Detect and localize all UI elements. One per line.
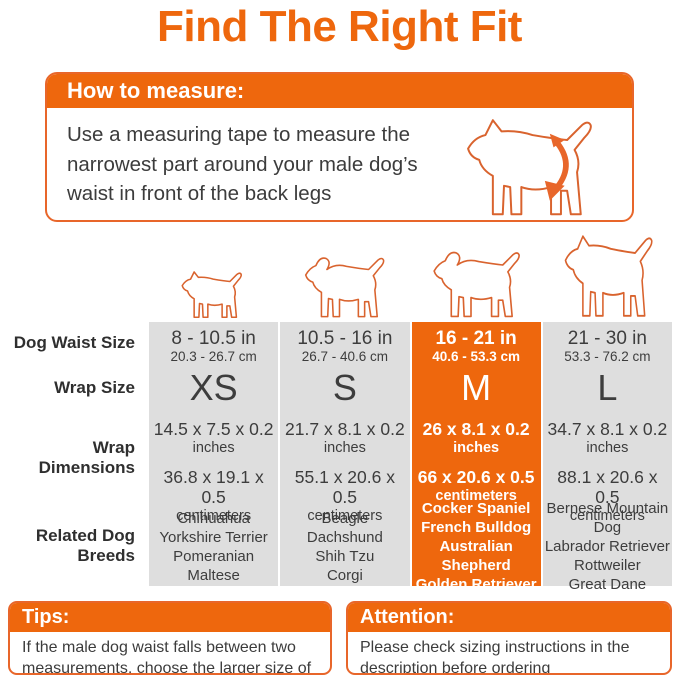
wrap-dimensions-inches-cell: 21.7 x 8.1 x 0.2 inches — [285, 419, 405, 456]
waist-size-cell: 21 - 30 in 53.3 - 76.2 cm — [564, 328, 651, 364]
table-row-labels: Dog Waist Size Wrap Size Wrap Dimensions… — [0, 322, 147, 586]
size-column-l: 21 - 30 in 53.3 - 76.2 cm L 34.7 x 8.1 x… — [542, 322, 672, 593]
tips-header: Tips: — [10, 603, 330, 632]
how-to-measure-body: Use a measuring tape to measure the narr… — [47, 108, 632, 220]
wrap-size-cell: M — [461, 366, 492, 408]
wrap-size-cell: L — [597, 366, 618, 408]
how-to-measure-box: How to measure: Use a measuring tape to … — [45, 72, 634, 222]
waist-size-cell: 16 - 21 in 40.6 - 53.3 cm — [432, 328, 521, 364]
row-label-wrap-size: Wrap Size — [54, 377, 135, 397]
waist-size-cell: 8 - 10.5 in 20.3 - 26.7 cm — [170, 328, 257, 364]
how-to-measure-text: Use a measuring tape to measure the narr… — [67, 123, 418, 206]
wrap-dimensions-centimeters-cell: 66 x 20.6 x 0.5 centimeters — [417, 467, 535, 504]
wrap-dimensions-centimeters-cell: 55.1 x 20.6 x 0.5 centimeters — [294, 467, 395, 524]
dog-l-icon — [564, 235, 653, 317]
tips-heading: Tips: — [22, 606, 70, 628]
tips-text: If the male dog waist falls between two … — [22, 639, 312, 675]
size-table: Dog Waist Size Wrap Size Wrap Dimensions… — [0, 322, 672, 593]
attention-text: Please check sizing instructions in the … — [360, 639, 630, 675]
related-breeds-cell: Cocker Spaniel French Bulldog Australian… — [415, 500, 537, 593]
waist-size-cell: 10.5 - 16 in 26.7 - 40.6 cm — [297, 328, 393, 364]
wrap-dimensions-centimeters-cell: 88.1 x 20.6 x 0.5 centimeters — [557, 467, 658, 524]
how-to-measure-heading: How to measure: — [67, 78, 245, 103]
tips-box: Tips: If the male dog waist falls betwee… — [8, 601, 332, 675]
row-label-dog-waist-size: Dog Waist Size — [13, 333, 135, 352]
wrap-dimensions-inches-cell: 26 x 8.1 x 0.2 inches — [422, 419, 530, 456]
attention-box: Attention: Please check sizing instructi… — [346, 601, 672, 675]
size-column-xs: 8 - 10.5 in 20.3 - 26.7 cm XS 14.5 x 7.5… — [149, 322, 279, 586]
row-label-related-dog-breeds: Related Dog Breeds — [35, 525, 135, 565]
wrap-dimensions-inches-cell: 34.7 x 8.1 x 0.2 inches — [547, 419, 668, 456]
size-column-m-highlighted: 16 - 21 in 40.6 - 53.3 cm M 26 x 8.1 x 0… — [411, 322, 541, 593]
attention-heading: Attention: — [360, 606, 455, 628]
measuring-dog-icon — [467, 119, 592, 216]
dog-xs-icon — [181, 271, 243, 318]
dog-s-icon — [304, 257, 385, 318]
wrap-dimensions-centimeters-cell: 36.8 x 19.1 x 0.5 centimeters — [163, 467, 264, 524]
wrap-size-cell: S — [332, 366, 357, 408]
page-title: Find The Right Fit — [157, 2, 522, 51]
how-to-measure-header: How to measure: — [47, 74, 632, 108]
wrap-dimensions-inches-cell: 14.5 x 7.5 x 0.2 inches — [153, 419, 274, 456]
wrap-size-cell: XS — [189, 366, 238, 408]
related-breeds-cell: Bernese Mountain Dog Labrador Retriever … — [544, 500, 670, 593]
row-label-wrap-dimensions: Wrap Dimensions — [38, 438, 135, 477]
dog-m-icon — [433, 251, 520, 318]
related-breeds-cell: Beagle Dachshund Shih Tzu Corgi — [306, 509, 383, 584]
related-breeds-cell: Chihuahua Yorkshire Terrier Pomeranian M… — [159, 509, 268, 584]
attention-header: Attention: — [348, 603, 670, 632]
size-column-s: 10.5 - 16 in 26.7 - 40.6 cm S 21.7 x 8.1… — [280, 322, 410, 586]
